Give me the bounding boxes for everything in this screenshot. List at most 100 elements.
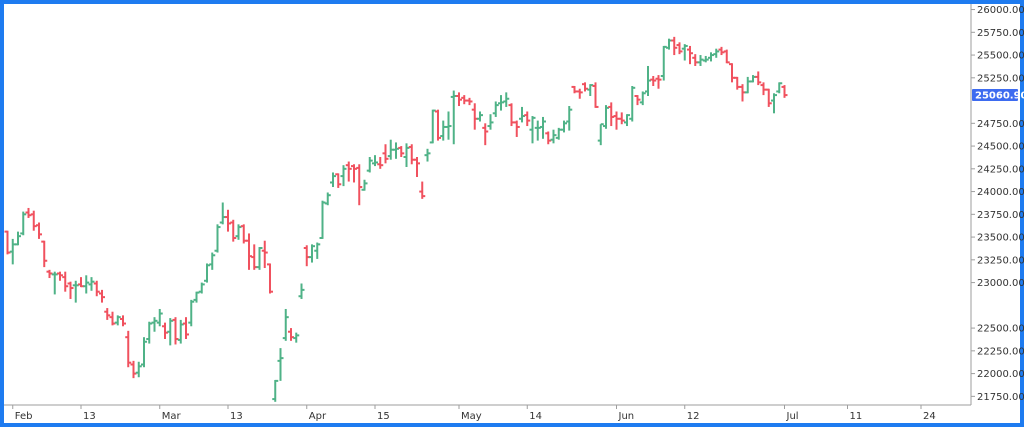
x-axis: Feb 13 Mar 13 Apr 15 May 14 Jun 12 Jul 11 24: [4, 404, 971, 422]
ohlc-bar: [471, 103, 478, 130]
ohlc-bar: [524, 111, 531, 127]
ohlc-bar: [424, 148, 431, 162]
ohlc-bar: [503, 92, 510, 107]
ohlc-bar: [335, 173, 342, 188]
last-price-label: 25060.90: [975, 91, 1024, 102]
ohlc-bar: [251, 244, 258, 270]
ohlc-bar: [72, 280, 79, 303]
ohlc-bar: [382, 144, 389, 164]
ohlc-bar: [445, 111, 452, 140]
ohlc-bar: [193, 291, 200, 303]
ohlc-bar: [156, 308, 163, 327]
ohlc-bar: [240, 224, 247, 244]
ohlc-bar: [20, 211, 27, 236]
ohlc-bar: [25, 207, 32, 218]
y-axis: 26000.00 25750.00 25500.00 25250.00 24750.00…: [970, 4, 1024, 405]
y-tick-label: 22500.00: [977, 324, 1024, 335]
y-tick-label: 26000.00: [977, 5, 1024, 16]
ohlc-bar: [582, 82, 588, 92]
ohlc-bar: [760, 82, 767, 96]
y-tick-label: 23750.00: [977, 210, 1024, 221]
ohlc-bar: [393, 142, 399, 159]
ohlc-bar: [545, 131, 552, 145]
y-tick-label: 22000.00: [977, 369, 1024, 380]
ohlc-bar: [314, 242, 321, 259]
ohlc-bar: [41, 240, 48, 268]
ohlc-bars: [4, 36, 788, 402]
ohlc-bar: [687, 45, 693, 65]
ohlc-bar: [750, 75, 756, 83]
x-tick-label: 24: [923, 411, 936, 422]
ohlc-bar: [303, 245, 310, 267]
ohlc-bar: [461, 95, 468, 105]
ohlc-bar: [576, 88, 583, 99]
ohlc-bar: [356, 164, 363, 206]
ohlc-bar: [755, 71, 762, 86]
ohlc-bar: [293, 332, 300, 343]
x-tick-label: 15: [377, 411, 390, 422]
ohlc-bar: [666, 38, 672, 50]
ohlc-bar: [534, 120, 541, 141]
ohlc-bar: [692, 54, 699, 66]
ohlc-bar: [508, 103, 515, 127]
ohlc-bar: [261, 240, 268, 269]
ohlc-bar: [214, 224, 221, 253]
ohlc-bar: [676, 42, 683, 55]
ohlc-bar: [681, 44, 688, 61]
ohlc-bar: [130, 360, 137, 379]
x-tick-label: 14: [529, 411, 542, 422]
ohlc-bar: [324, 192, 331, 206]
y-tick-label: 24000.00: [977, 187, 1024, 198]
ohlc-bar: [330, 172, 336, 188]
x-tick-label: Feb: [15, 411, 33, 422]
y-tick-label: 25500.00: [977, 51, 1024, 62]
ohlc-bar: [351, 164, 357, 183]
ohlc-bar: [639, 91, 646, 106]
ohlc-bar: [387, 139, 394, 160]
ohlc-bar: [613, 111, 620, 130]
ohlc-bar: [529, 116, 536, 144]
ohlc-bar: [781, 85, 788, 98]
ohlc-bar: [398, 146, 405, 157]
ohlc-bar: [739, 84, 746, 102]
ohlc-bar: [198, 282, 205, 294]
ohlc-bar: [550, 129, 557, 144]
x-tick-label: 12: [687, 411, 700, 422]
y-tick-label: 24250.00: [977, 164, 1024, 175]
ohlc-bar: [718, 46, 725, 56]
ohlc-bar: [151, 317, 158, 332]
x-tick-label: Jun: [618, 411, 635, 422]
ohlc-bar: [555, 127, 562, 140]
y-tick-label: 25250.00: [977, 73, 1024, 84]
ohlc-bar: [498, 95, 504, 111]
ohlc-bar: [466, 97, 473, 106]
ohlc-bar: [146, 321, 153, 344]
ohlc-bar: [597, 123, 604, 146]
x-tick-label: 13: [83, 411, 96, 422]
ohlc-bar: [414, 156, 420, 178]
ohlc-bar: [319, 200, 326, 239]
ohlc-bar: [440, 120, 447, 141]
ohlc-bar: [99, 289, 105, 303]
ohlc-bar: [30, 210, 37, 231]
y-tick-label: 22250.00: [977, 346, 1024, 357]
ohlc-bar: [183, 317, 189, 340]
ohlc-bar: [697, 55, 704, 66]
ohlc-bar: [204, 263, 210, 283]
ohlc-bar: [377, 156, 384, 169]
x-tick-label: May: [461, 411, 482, 422]
ohlc-bar: [477, 111, 483, 122]
ohlc-bar: [93, 280, 100, 297]
ohlc-bar: [135, 361, 142, 378]
ohlc-bar: [435, 109, 441, 141]
ohlc-bar: [125, 330, 132, 368]
y-tick-label: 23000.00: [977, 278, 1024, 289]
ohlc-bar: [256, 247, 263, 270]
ohlc-bar: [492, 101, 499, 117]
x-tick-label: 13: [230, 411, 243, 422]
ohlc-bar: [702, 55, 709, 63]
ohlc-bar: [634, 95, 641, 106]
ohlc-bar: [734, 76, 741, 90]
ohlc-bar: [120, 315, 126, 327]
ohlc-bar: [67, 281, 74, 299]
